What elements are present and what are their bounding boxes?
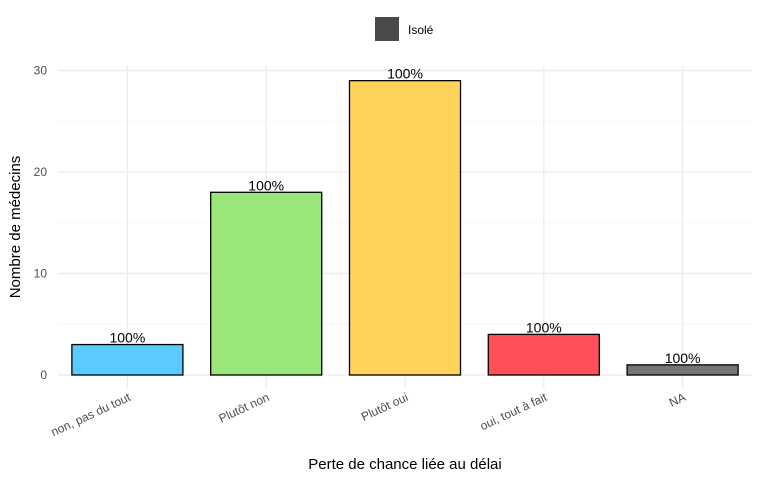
y-tick-label: 30 [34,64,48,78]
x-tick-label: Plutôt non [217,390,272,426]
bar [210,191,323,376]
x-tick-label: non, pas du tout [49,390,134,439]
legend-label: Isolé [408,23,434,37]
x-tick-label: NA [667,390,688,410]
y-axis-title: Nombre de médecins [7,156,24,299]
x-axis-title: Perte de chance liée au délai [308,456,501,473]
x-tick-label: Plutôt oui [359,390,410,424]
data-label: 100% [248,177,284,193]
data-label: 100% [109,330,145,346]
legend-key [375,17,399,41]
data-label: 100% [387,66,423,82]
data-label: 100% [665,350,701,366]
y-tick-label: 10 [34,267,48,281]
y-tick-label: 0 [40,368,47,382]
bar [348,80,462,376]
legend: Isolé [375,17,434,41]
data-label: 100% [526,319,562,335]
bar [487,333,600,376]
y-tick-labels: 0 10 20 30 [34,64,48,383]
bars: 100% 100% 100% 100% 100% [71,66,739,376]
bar [71,343,184,376]
x-tick-label: oui, tout à fait [478,390,550,433]
y-tick-label: 20 [34,165,48,179]
x-tick-labels: non, pas du tout Plutôt non Plutôt oui oui,… [49,390,688,439]
bar [626,364,739,376]
